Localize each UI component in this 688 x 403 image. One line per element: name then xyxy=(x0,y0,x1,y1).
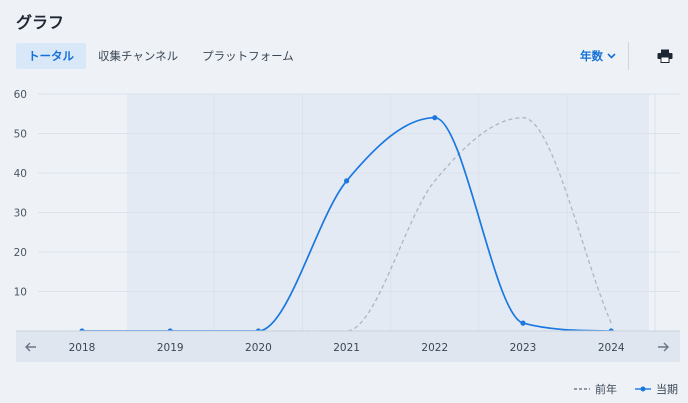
line-chart: 10 20 30 40 50 60 2018 2019 2020 2021 2022 2023 202… xyxy=(14,89,680,362)
data-point-current[interactable] xyxy=(344,178,350,184)
x-tick-label: 2023 xyxy=(510,342,537,354)
legend-label-previous: 前年 xyxy=(595,383,617,396)
year-dropdown-label: 年数 xyxy=(580,49,603,63)
page-title: グラフ xyxy=(16,13,65,32)
chevron-down-icon xyxy=(607,53,616,59)
print-icon[interactable] xyxy=(657,49,673,63)
legend-item-current[interactable]: 当期 xyxy=(635,381,678,397)
chart-legend: 前年 当期 xyxy=(574,381,678,397)
y-tick-label: 10 xyxy=(14,287,27,299)
y-tick-label: 40 xyxy=(14,168,27,180)
y-tick-label: 20 xyxy=(14,247,27,259)
legend-label-current: 当期 xyxy=(656,383,678,396)
tab-total[interactable]: トータル xyxy=(16,43,86,69)
tab-platform[interactable]: プラットフォーム xyxy=(202,49,294,63)
data-point-current[interactable] xyxy=(520,320,526,326)
toolbar-divider xyxy=(628,42,629,70)
x-tick-label: 2024 xyxy=(598,342,625,354)
series-line-previous xyxy=(82,117,612,332)
x-tick-label: 2022 xyxy=(421,342,448,354)
x-tick-label: 2018 xyxy=(69,342,96,354)
year-dropdown[interactable]: 年数 xyxy=(580,48,616,64)
data-point-current[interactable] xyxy=(432,115,438,121)
x-tick-label: 2021 xyxy=(333,342,360,354)
dashed-line-icon xyxy=(574,388,590,390)
arrow-right-icon[interactable] xyxy=(658,342,669,352)
x-axis-band xyxy=(16,331,680,362)
y-tick-label: 30 xyxy=(14,208,27,220)
tab-collection-channel[interactable]: 収集チャンネル xyxy=(98,49,179,63)
x-tick-label: 2019 xyxy=(157,342,184,354)
legend-item-previous[interactable]: 前年 xyxy=(574,381,617,397)
arrow-left-icon[interactable] xyxy=(25,342,36,352)
tab-bar: トータル 収集チャンネル プラットフォーム xyxy=(16,43,306,69)
y-tick-label: 60 xyxy=(14,89,27,101)
x-tick-label: 2020 xyxy=(245,342,272,354)
y-tick-label: 50 xyxy=(14,129,27,141)
line-marker-icon xyxy=(635,386,651,392)
